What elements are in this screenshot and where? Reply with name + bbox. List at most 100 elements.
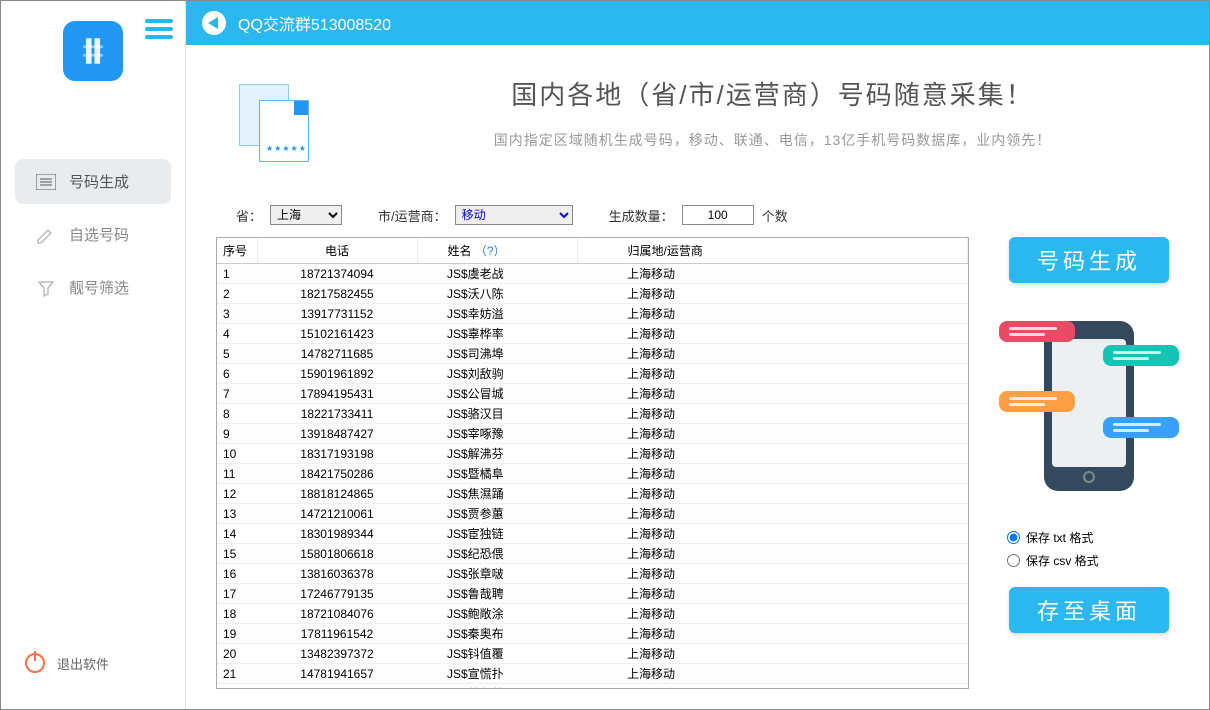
- cell-name: JS$解沸芬: [417, 444, 577, 464]
- table-row[interactable]: 1314721210061JS$贾参蕙上海移动: [217, 504, 968, 524]
- logo-area: [1, 1, 185, 101]
- right-panel: 号码生成: [999, 237, 1179, 689]
- cell-phone: 13482397372: [257, 644, 417, 664]
- table-row[interactable]: 415102161423JS$辜桦率上海移动: [217, 324, 968, 344]
- exit-button[interactable]: 退出软件: [1, 636, 185, 689]
- cell-location: 上海移动: [577, 624, 968, 644]
- nav-item-filter[interactable]: 靓号筛选: [15, 265, 171, 310]
- table-row[interactable]: 1717246779135JS$鲁哉聘上海移动: [217, 584, 968, 604]
- table-row[interactable]: 1218818124865JS$焦濕踊上海移动: [217, 484, 968, 504]
- cell-location: 上海移动: [577, 644, 968, 664]
- hero-subtitle: 国内指定区域随机生成号码，移动、联通、电信，13亿手机号码数据库，业内领先！: [366, 130, 1179, 150]
- radio-csv-input[interactable]: [1007, 554, 1020, 567]
- quantity-unit: 个数: [762, 206, 788, 225]
- cell-name: JS$秦奥布: [417, 624, 577, 644]
- cell-index: 12: [217, 484, 257, 504]
- cell-phone: 13918487427: [257, 424, 417, 444]
- quantity-input[interactable]: [682, 205, 754, 225]
- radio-txt[interactable]: 保存 txt 格式: [1007, 529, 1099, 546]
- table-row[interactable]: 514782711685JS$司沸埠上海移动: [217, 344, 968, 364]
- table-row[interactable]: 1917811961542JS$秦奥布上海移动: [217, 624, 968, 644]
- table-row[interactable]: 818221733411JS$骆汉目上海移动: [217, 404, 968, 424]
- cell-phone: 18221733411: [257, 404, 417, 424]
- save-desktop-button[interactable]: 存至桌面: [1009, 587, 1169, 633]
- cell-index: 15: [217, 544, 257, 564]
- generate-button[interactable]: 号码生成: [1009, 237, 1169, 283]
- cell-name: JS$刘敌驹: [417, 364, 577, 384]
- cell-name: JS$纪恐偎: [417, 544, 577, 564]
- topbar: QQ交流群513008520: [186, 1, 1209, 45]
- cell-index: 2: [217, 284, 257, 304]
- table-row[interactable]: 1418301989344JS$宦独链上海移动: [217, 524, 968, 544]
- cell-location: 上海移动: [577, 584, 968, 604]
- carrier-select[interactable]: 移动: [455, 205, 573, 225]
- nav-item-custom[interactable]: 自选号码: [15, 212, 171, 257]
- hero-title: 国内各地（省/市/运营商）号码随意采集！: [366, 75, 1179, 112]
- col-header-index[interactable]: 序号: [217, 238, 257, 264]
- cell-index: 4: [217, 324, 257, 344]
- cell-name: JS$骆汉目: [417, 404, 577, 424]
- cell-index: 20: [217, 644, 257, 664]
- quantity-label: 生成数量：: [609, 206, 674, 225]
- nav-item-generate[interactable]: 号码生成: [15, 159, 171, 204]
- cell-location: 上海移动: [577, 604, 968, 624]
- table-row[interactable]: 313917731152JS$幸妨溢上海移动: [217, 304, 968, 324]
- col-header-name[interactable]: 姓名 （?）: [417, 238, 577, 264]
- radio-csv[interactable]: 保存 csv 格式: [1007, 552, 1099, 569]
- cell-phone: 14721210061: [257, 504, 417, 524]
- table-row[interactable]: 615901961892JS$刘敌驹上海移动: [217, 364, 968, 384]
- cell-name: JS$辜桦率: [417, 324, 577, 344]
- cell-index: 6: [217, 364, 257, 384]
- cell-phone: 15801806618: [257, 544, 417, 564]
- cell-index: 7: [217, 384, 257, 404]
- col-header-location[interactable]: 归属地/运营商: [577, 238, 968, 264]
- cell-location: 上海移动: [577, 484, 968, 504]
- cell-location: 上海移动: [577, 344, 968, 364]
- cell-index: 10: [217, 444, 257, 464]
- app-logo-icon: [63, 21, 123, 81]
- table-row[interactable]: 717894195431JS$公冒城上海移动: [217, 384, 968, 404]
- edit-icon: [35, 226, 57, 244]
- cell-name: JS$暨橘阜: [417, 464, 577, 484]
- province-select[interactable]: 上海: [270, 205, 342, 225]
- cell-name: JS$黄灸芳: [417, 684, 577, 689]
- content: ★★★★★ 国内各地（省/市/运营商）号码随意采集！ 国内指定区域随机生成号码，…: [186, 45, 1209, 709]
- table-row[interactable]: 1515801806618JS$纪恐偎上海移动: [217, 544, 968, 564]
- cell-phone: 18217582455: [257, 284, 417, 304]
- cell-index: 17: [217, 584, 257, 604]
- cell-phone: 18818124865: [257, 484, 417, 504]
- table-row[interactable]: 2114781941657JS$宣慌扑上海移动: [217, 664, 968, 684]
- exit-label: 退出软件: [57, 654, 109, 673]
- table-scroll[interactable]: 序号 电话 姓名 （?） 归属地/运营商 118721374094JS$虞老战上: [217, 238, 968, 688]
- cell-index: 19: [217, 624, 257, 644]
- controls-row: 省： 上海 市/运营商： 移动 生成数量： 个数: [216, 205, 1179, 225]
- cell-index: 21: [217, 664, 257, 684]
- province-label: 省：: [236, 206, 262, 225]
- cell-index: 5: [217, 344, 257, 364]
- name-help-icon[interactable]: （?）: [475, 244, 506, 258]
- col-header-phone[interactable]: 电话: [257, 238, 417, 264]
- cell-name: JS$沃八陈: [417, 284, 577, 304]
- cell-location: 上海移动: [577, 684, 968, 689]
- table-row[interactable]: 1613816036378JS$张章啵上海移动: [217, 564, 968, 584]
- table-row[interactable]: 1118421750286JS$暨橘阜上海移动: [217, 464, 968, 484]
- cell-phone: 13900181200: [257, 684, 417, 689]
- cell-location: 上海移动: [577, 324, 968, 344]
- radio-txt-input[interactable]: [1007, 531, 1020, 544]
- table-row[interactable]: 2213900181200JS$黄灸芳上海移动: [217, 684, 968, 689]
- cell-name: JS$鲍敞涂: [417, 604, 577, 624]
- cell-index: 1: [217, 264, 257, 284]
- table-row[interactable]: 1818721084076JS$鲍敞涂上海移动: [217, 604, 968, 624]
- table-row[interactable]: 218217582455JS$沃八陈上海移动: [217, 284, 968, 304]
- table-row[interactable]: 913918487427JS$宰啄豫上海移动: [217, 424, 968, 444]
- save-format-group: 保存 txt 格式 保存 csv 格式: [999, 529, 1099, 569]
- hero-text: 国内各地（省/市/运营商）号码随意采集！ 国内指定区域随机生成号码，移动、联通、…: [366, 65, 1179, 150]
- megaphone-icon: [202, 11, 226, 35]
- table-row[interactable]: 1018317193198JS$解沸芬上海移动: [217, 444, 968, 464]
- cell-location: 上海移动: [577, 424, 968, 444]
- cell-phone: 14781941657: [257, 664, 417, 684]
- cell-phone: 18721374094: [257, 264, 417, 284]
- menu-toggle-icon[interactable]: [145, 19, 173, 39]
- table-row[interactable]: 118721374094JS$虞老战上海移动: [217, 264, 968, 284]
- table-row[interactable]: 2013482397372JS$钭值覆上海移动: [217, 644, 968, 664]
